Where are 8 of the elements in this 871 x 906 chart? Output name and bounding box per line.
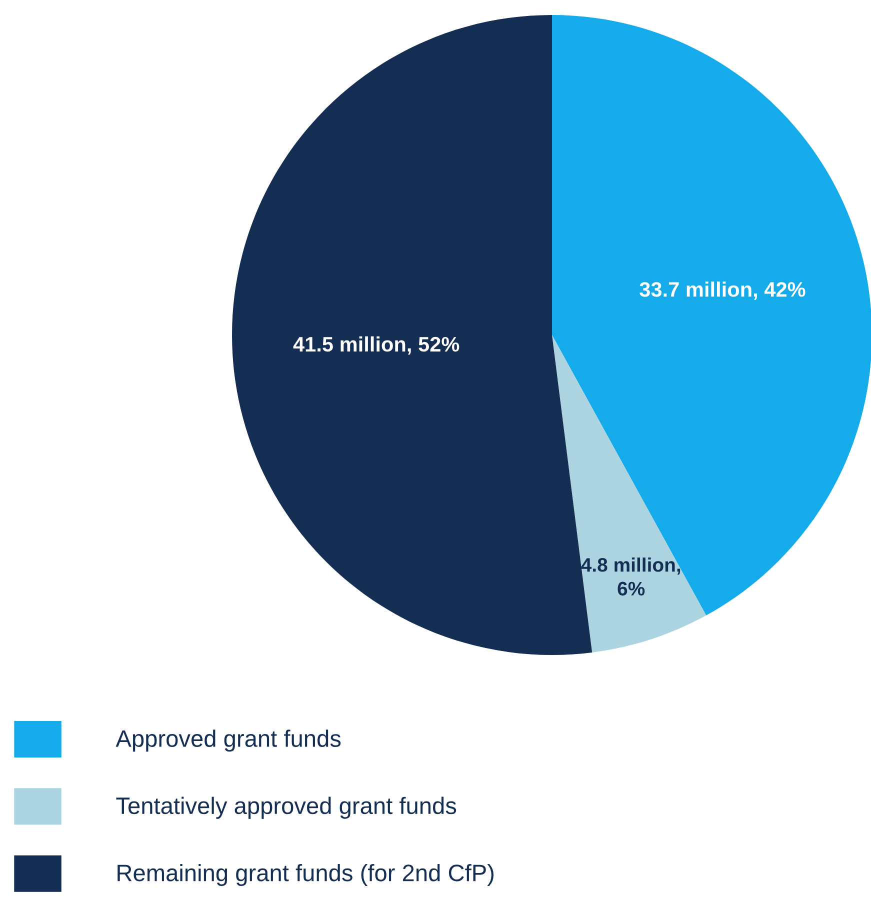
data-label: 41.5 million, 52% bbox=[293, 336, 460, 355]
legend-label: Remaining grant funds (for 2nd CfP) bbox=[118, 864, 494, 886]
data-label: 4.8 million, 6% bbox=[581, 558, 680, 596]
legend-label: Tentatively approved grant funds bbox=[116, 796, 456, 819]
pie-slice bbox=[552, 335, 706, 652]
pie-slice bbox=[552, 15, 871, 616]
data-label: 33.7 million, 42% bbox=[640, 282, 806, 300]
legend-label: Approved grant funds bbox=[116, 730, 341, 752]
